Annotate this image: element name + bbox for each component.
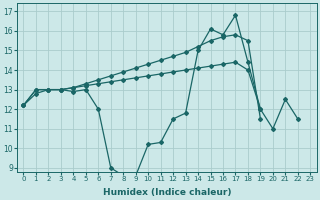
- X-axis label: Humidex (Indice chaleur): Humidex (Indice chaleur): [103, 188, 231, 197]
